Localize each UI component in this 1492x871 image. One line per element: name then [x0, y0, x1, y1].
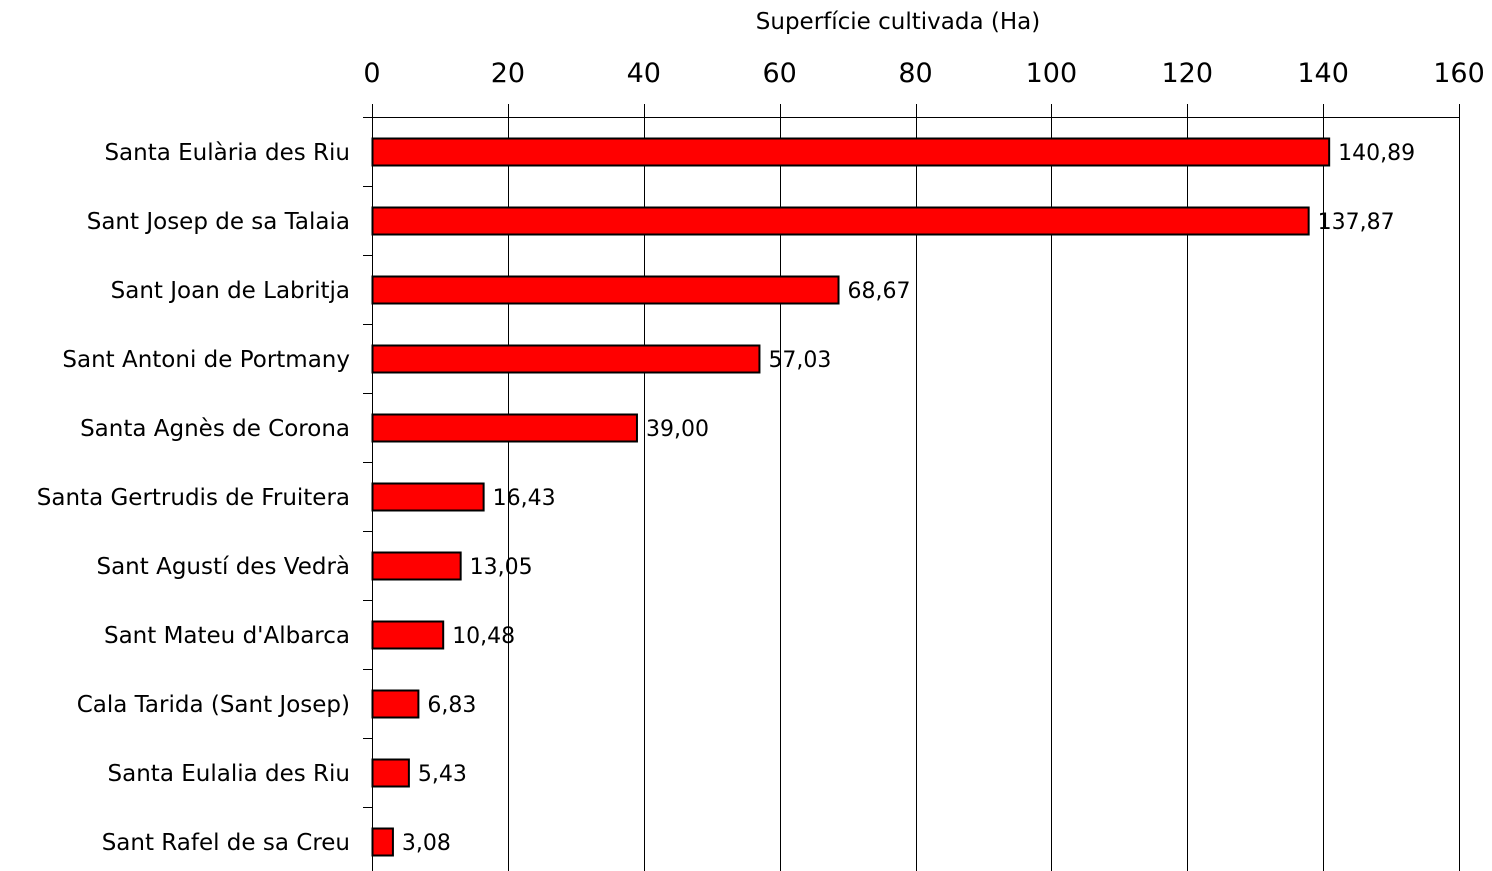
- x-tick-label: 80: [898, 58, 932, 89]
- gridlines: [508, 109, 1460, 871]
- axes: 0 20 40 60 80 100 120 140 160: [363, 58, 1485, 871]
- data-label: 13,05: [470, 555, 533, 580]
- x-tick-label: 20: [491, 58, 525, 89]
- bar: [371, 827, 394, 857]
- category-label: Sant Josep de sa Talaia: [87, 209, 350, 235]
- bar: [371, 344, 761, 374]
- x-tick-label: 40: [627, 58, 661, 89]
- bar: [371, 137, 1331, 167]
- category-label: Sant Mateu d'Albarca: [104, 623, 350, 649]
- bar: [371, 620, 445, 650]
- category-label: Santa Eulalia des Riu: [108, 761, 350, 787]
- data-label: 140,89: [1338, 141, 1415, 166]
- bar: [371, 551, 462, 581]
- labels: Santa Eulària des Riu 140,89 Sant Josep de…: [37, 140, 1415, 856]
- x-axis-title: Superfície cultivada (Ha): [756, 9, 1040, 35]
- category-label: Cala Tarida (Sant Josep): [77, 692, 350, 718]
- category-label: Sant Joan de Labritja: [111, 278, 350, 304]
- x-tick-label: 0: [363, 58, 380, 89]
- data-label: 3,08: [402, 831, 451, 856]
- data-label: 6,83: [427, 693, 476, 718]
- x-tick-label: 140: [1297, 58, 1349, 89]
- bar: [371, 413, 638, 443]
- x-tick-label: 120: [1161, 58, 1213, 89]
- category-label: Santa Agnès de Corona: [80, 416, 350, 442]
- x-tick-label: 100: [1026, 58, 1078, 89]
- category-label: Sant Antoni de Portmany: [62, 347, 350, 373]
- data-label: 137,87: [1318, 210, 1395, 235]
- data-label: 39,00: [646, 417, 709, 442]
- data-label: 10,48: [452, 624, 515, 649]
- category-label: Sant Rafel de sa Creu: [102, 830, 350, 856]
- bar: [371, 275, 840, 305]
- category-label: Sant Agustí des Vedrà: [96, 554, 350, 580]
- data-label: 68,67: [848, 279, 911, 304]
- data-label: 16,43: [493, 486, 556, 511]
- x-tick-label: 60: [762, 58, 796, 89]
- bar: [371, 482, 485, 512]
- bar: [371, 689, 420, 719]
- bar: [371, 758, 410, 788]
- data-label: 5,43: [418, 762, 467, 787]
- bar: [371, 206, 1310, 236]
- category-label: Santa Eulària des Riu: [104, 140, 350, 166]
- category-label: Santa Gertrudis de Fruitera: [37, 485, 350, 511]
- bars: [371, 137, 1331, 857]
- x-tick-label: 160: [1433, 58, 1485, 89]
- data-label: 57,03: [768, 348, 831, 373]
